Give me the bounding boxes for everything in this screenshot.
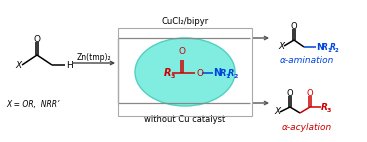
Text: N: N bbox=[316, 42, 324, 52]
Text: α-acylation: α-acylation bbox=[282, 123, 332, 131]
Text: X: X bbox=[15, 60, 21, 69]
Text: R: R bbox=[322, 42, 328, 52]
Text: Zn(tmp)₂: Zn(tmp)₂ bbox=[77, 53, 111, 61]
Text: O: O bbox=[287, 88, 293, 98]
Ellipse shape bbox=[135, 38, 235, 106]
Text: O: O bbox=[178, 47, 185, 56]
Text: O: O bbox=[196, 68, 203, 78]
Text: O: O bbox=[33, 35, 40, 43]
Text: H: H bbox=[66, 60, 72, 69]
Text: 3: 3 bbox=[327, 108, 331, 113]
Text: X: X bbox=[274, 107, 280, 116]
Text: R: R bbox=[219, 68, 226, 78]
Text: R: R bbox=[321, 103, 328, 111]
Text: CuCl₂/bipyr: CuCl₂/bipyr bbox=[161, 16, 208, 26]
Text: O: O bbox=[307, 88, 313, 98]
Text: N: N bbox=[213, 68, 221, 78]
Text: α-amination: α-amination bbox=[280, 56, 334, 64]
Text: 2: 2 bbox=[233, 74, 237, 79]
Text: without Cu catalyst: without Cu catalyst bbox=[144, 115, 226, 125]
Text: X = OR,  NRR’: X = OR, NRR’ bbox=[6, 101, 59, 109]
Text: 2: 2 bbox=[334, 48, 338, 53]
Text: O: O bbox=[291, 21, 297, 31]
Text: R: R bbox=[164, 68, 171, 78]
Text: 3: 3 bbox=[171, 74, 175, 79]
Text: R: R bbox=[330, 42, 335, 52]
Text: X: X bbox=[278, 41, 284, 51]
Text: 1: 1 bbox=[327, 48, 331, 53]
Text: R: R bbox=[228, 68, 234, 78]
Text: 1: 1 bbox=[225, 74, 229, 79]
